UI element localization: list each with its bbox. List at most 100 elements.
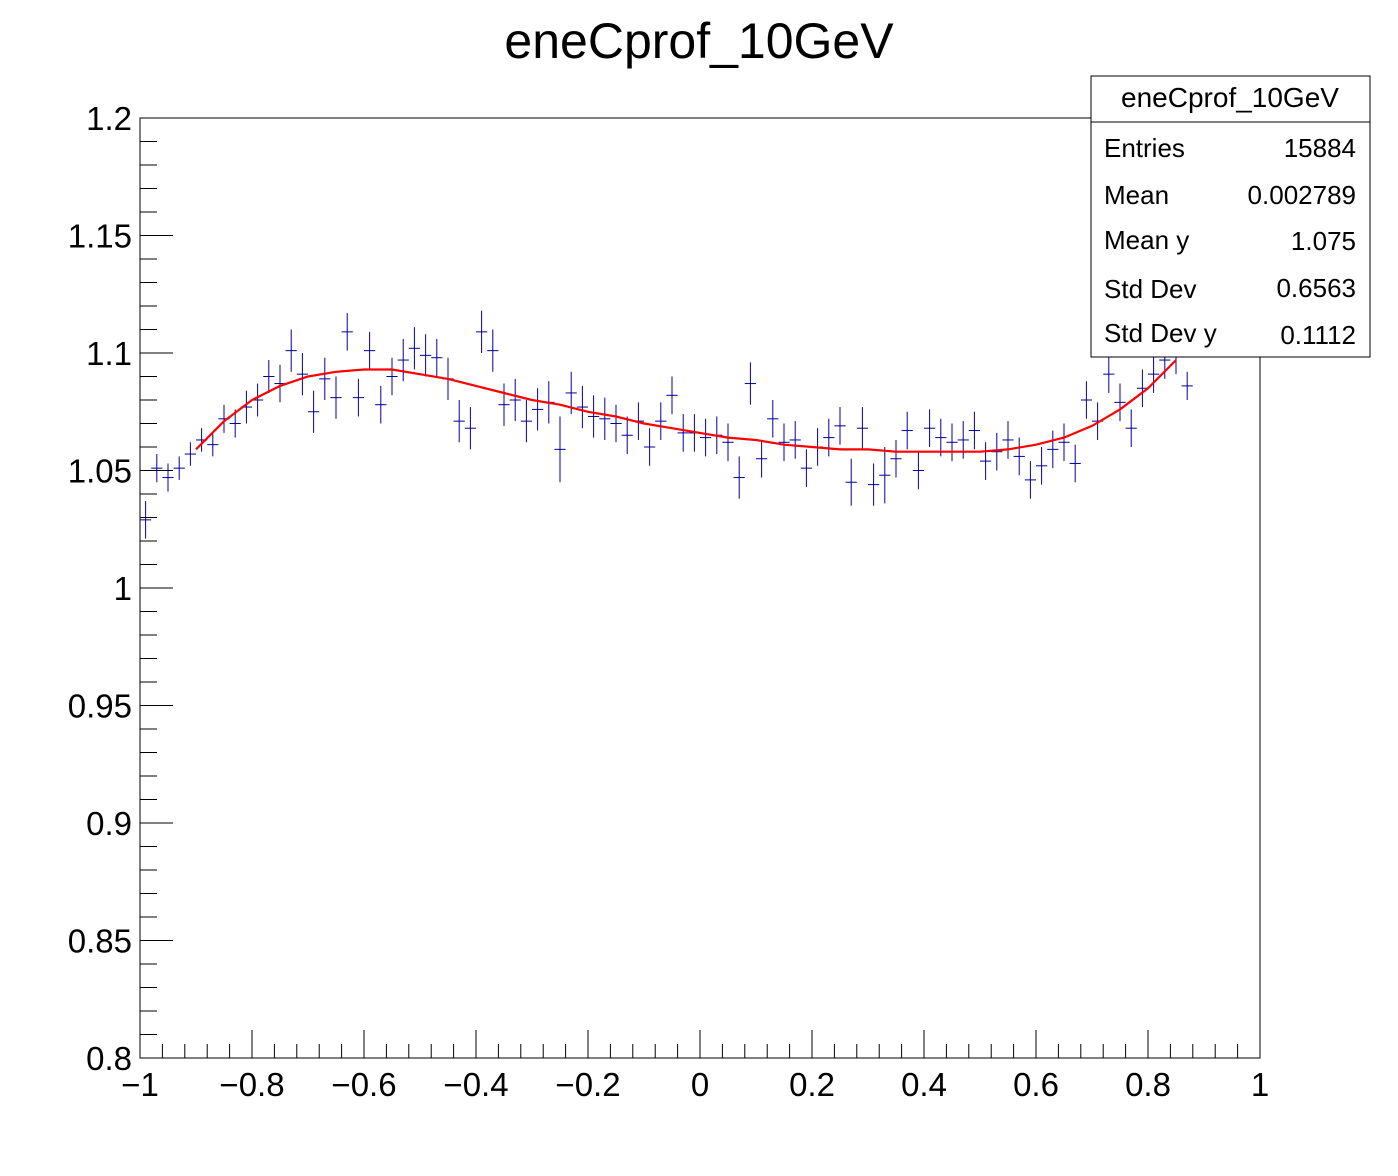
profile-point	[162, 463, 174, 492]
x-tick-label: 1	[1251, 1066, 1269, 1103]
y-tick-label: 0.8	[86, 1040, 132, 1077]
stats-value-mean: 0.002789	[1248, 180, 1356, 210]
stats-value-entries: 15884	[1284, 133, 1356, 163]
profile-point	[1136, 369, 1148, 408]
y-tick-label: 0.9	[86, 805, 132, 842]
profile-point	[621, 416, 633, 455]
profile-point	[173, 456, 185, 480]
stats-value-std-dev-y: 0.1112	[1280, 320, 1356, 350]
profile-point	[1024, 461, 1036, 499]
stats-value-mean-y: 1.075	[1291, 226, 1356, 256]
profile-point	[330, 376, 342, 419]
profile-point	[666, 376, 678, 415]
profile-point	[140, 501, 152, 539]
profile-point	[778, 423, 790, 462]
profile-point	[341, 313, 353, 351]
stats-title: eneCprof_10GeV	[1121, 82, 1339, 113]
profile-point	[957, 421, 969, 459]
profile-point	[644, 428, 656, 466]
profile-point	[912, 451, 924, 490]
profile-point	[756, 439, 768, 478]
profile-point	[464, 407, 476, 450]
profile-point	[352, 378, 364, 417]
profile-point	[856, 407, 868, 450]
profile-point	[834, 407, 846, 445]
chart-title: eneCprof_10GeV	[504, 13, 894, 69]
stats-value-std-dev: 0.6563	[1276, 273, 1356, 303]
profile-point	[229, 409, 241, 438]
profile-point	[789, 421, 801, 459]
stats-box: eneCprof_10GeV Entries 15884 Mean 0.0027…	[1090, 75, 1371, 358]
profile-point	[1002, 421, 1014, 459]
profile-point	[655, 402, 667, 440]
stats-box-frame	[1090, 75, 1371, 358]
profile-point	[184, 442, 196, 466]
y-tick-label: 1.1	[86, 335, 132, 372]
profile-point	[296, 353, 308, 396]
y-tick-label: 1.05	[68, 453, 132, 490]
profile-point	[308, 390, 320, 433]
x-tick-label: −0.2	[555, 1066, 620, 1103]
profile-point	[375, 385, 387, 424]
profile-series	[140, 310, 1193, 539]
profile-point	[532, 388, 544, 431]
profile-point	[1181, 371, 1193, 400]
y-tick-label: 1.2	[86, 100, 132, 137]
profile-point	[397, 338, 409, 382]
profile-point	[588, 395, 600, 438]
profile-point	[1114, 383, 1126, 422]
y-tick-label: 1.15	[68, 218, 132, 255]
x-tick-label: −0.6	[331, 1066, 396, 1103]
x-tick-label: 0	[691, 1066, 709, 1103]
profile-point	[1080, 381, 1092, 419]
x-tick-label: −0.8	[219, 1066, 284, 1103]
x-tick-label: −1	[121, 1066, 159, 1103]
profile-point	[431, 338, 443, 377]
profile-point	[823, 418, 835, 457]
profile-point	[1069, 444, 1081, 483]
profile-point	[1125, 409, 1137, 447]
profile-point	[498, 383, 510, 426]
profile-point	[1058, 423, 1070, 462]
x-tick-label: 0.6	[1013, 1066, 1059, 1103]
profile-point	[1013, 437, 1025, 476]
stats-label-mean: Mean	[1104, 180, 1169, 210]
profile-point	[733, 456, 745, 499]
x-axis: −1 −0.8 −0.6 −0.4 −0.2 0 0.2 0.4 0.6 0.8 1	[121, 1030, 1269, 1103]
profile-point	[968, 411, 980, 450]
profile-point	[868, 463, 880, 506]
profile-point	[476, 310, 488, 353]
profile-point	[151, 454, 163, 483]
y-tick-label: 1	[114, 570, 132, 607]
y-tick-label: 0.85	[68, 923, 132, 960]
profile-point	[980, 442, 992, 480]
profile-point	[453, 400, 465, 443]
profile-point	[935, 418, 947, 457]
profile-point	[420, 334, 432, 377]
profile-point	[700, 418, 712, 457]
stats-label-entries: Entries	[1104, 133, 1185, 163]
stats-label-std-dev-y: Std Dev y	[1104, 318, 1217, 348]
profile-point	[800, 449, 812, 487]
profile-point	[946, 423, 958, 462]
profile-point	[767, 400, 779, 438]
profile-point	[487, 329, 499, 372]
profile-point	[890, 439, 902, 478]
profile-point	[554, 416, 566, 483]
profile-point	[901, 411, 913, 450]
profile-point	[207, 432, 219, 457]
y-axis: 0.8 0.85 0.9 0.95 1 1.05 1.1 1.15 1.2	[68, 100, 173, 1077]
profile-point	[1047, 430, 1059, 469]
profile-point	[610, 404, 622, 443]
profile-point	[520, 400, 532, 443]
y-tick-label: 0.95	[68, 688, 132, 725]
profile-point	[879, 447, 891, 504]
x-tick-label: 0.4	[901, 1066, 947, 1103]
profile-point	[285, 329, 297, 372]
profile-point	[599, 397, 611, 440]
profile-point	[364, 331, 376, 370]
profile-point	[1148, 355, 1160, 393]
fit-curve	[195, 359, 1177, 453]
x-tick-label: −0.4	[443, 1066, 508, 1103]
stats-label-mean-y: Mean y	[1104, 225, 1189, 255]
